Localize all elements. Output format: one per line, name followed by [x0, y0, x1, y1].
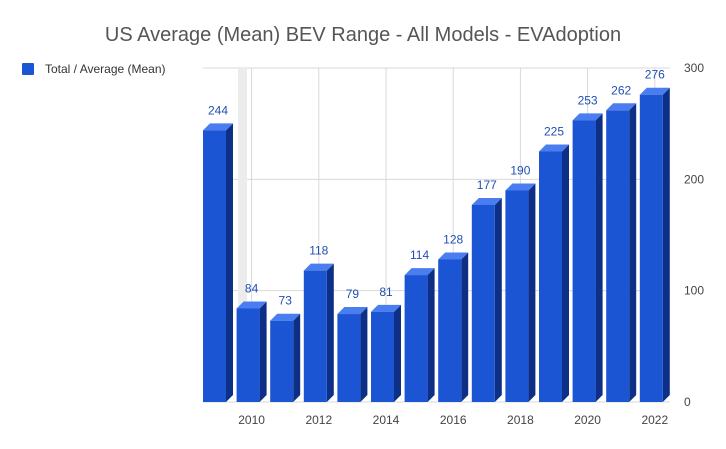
- data-label: 177: [477, 178, 497, 192]
- y-tick-label: 300: [684, 61, 704, 75]
- bar: [303, 263, 334, 402]
- bar-top: [404, 268, 435, 276]
- x-tick-label: 2020: [574, 413, 601, 427]
- bar: [203, 123, 233, 402]
- bar-top: [270, 313, 301, 321]
- x-tick-label: 2010: [238, 413, 265, 427]
- background-band: [238, 68, 247, 402]
- bar-side: [326, 263, 334, 402]
- data-label: 84: [245, 281, 259, 295]
- x-tick-label: 2012: [305, 413, 332, 427]
- bar-side: [293, 313, 301, 402]
- x-tick-label: 2018: [507, 413, 534, 427]
- bar-front: [303, 270, 327, 402]
- bar: [606, 103, 637, 402]
- bar-top: [303, 263, 334, 271]
- bar-side: [226, 123, 233, 402]
- bar-top: [572, 113, 603, 121]
- bar: [337, 307, 368, 402]
- bar-front: [572, 120, 596, 403]
- bar-side: [259, 301, 267, 402]
- bar-top: [236, 301, 267, 309]
- data-label: 81: [379, 285, 393, 299]
- bar: [438, 252, 469, 402]
- y-tick-label: 100: [684, 284, 704, 298]
- bar-top: [371, 304, 401, 312]
- bar-top: [438, 252, 469, 260]
- bar-front: [404, 275, 428, 402]
- bar: [539, 144, 569, 402]
- bar-side: [528, 183, 536, 402]
- bar: [505, 183, 536, 402]
- x-tick-label: 2022: [641, 413, 668, 427]
- bar-side: [360, 307, 368, 402]
- bar-front: [236, 308, 260, 402]
- data-label: 262: [611, 83, 631, 97]
- axes: 0 100 200 300 2010 2012 2014 2016 2018 2020 2022: [238, 61, 704, 427]
- bar: [371, 304, 401, 402]
- bar-front: [639, 94, 663, 402]
- bar-front: [203, 130, 226, 402]
- x-tick-label: 2016: [440, 413, 467, 427]
- data-label: 114: [410, 248, 429, 262]
- bar: [270, 313, 301, 402]
- x-tick-label: 2014: [373, 413, 400, 427]
- data-label: 225: [544, 125, 564, 139]
- y-tick-label: 0: [684, 395, 691, 409]
- bar-side: [461, 252, 469, 402]
- bar: [404, 268, 435, 402]
- bar-top: [505, 183, 536, 191]
- bar-top: [606, 103, 637, 111]
- data-label: 73: [279, 294, 293, 308]
- bars: [203, 87, 670, 403]
- data-label: 79: [346, 287, 360, 301]
- bar-top: [337, 307, 368, 315]
- data-label: 190: [510, 163, 530, 177]
- bar-side: [562, 144, 569, 402]
- bar-side: [427, 268, 435, 402]
- data-label: 244: [208, 103, 228, 117]
- bar-front: [471, 204, 495, 402]
- data-label: 118: [309, 244, 328, 258]
- bar-side: [595, 113, 603, 403]
- bar-top: [471, 197, 502, 205]
- bar-side: [394, 304, 401, 402]
- bar: [236, 301, 267, 402]
- bar-side: [662, 87, 670, 402]
- bar: [639, 87, 670, 402]
- bar-front: [505, 190, 529, 402]
- y-tick-label: 200: [684, 172, 704, 186]
- data-labels: 244 84 73 118 79 81 114 128 177 190 225 253 262 276: [208, 68, 665, 308]
- legend: Total / Average (Mean): [22, 62, 166, 76]
- data-label: 276: [645, 68, 665, 82]
- legend-label: Total / Average (Mean): [45, 62, 166, 76]
- bar-front: [606, 110, 630, 402]
- bar-side: [494, 197, 502, 402]
- data-label: 128: [443, 232, 463, 246]
- bar-top: [639, 87, 670, 95]
- bar-front: [438, 259, 462, 402]
- bar-top: [203, 123, 233, 131]
- chart-title: US Average (Mean) BEV Range - All Models…: [105, 24, 621, 46]
- bar-side: [629, 103, 637, 402]
- bar-front: [371, 311, 394, 402]
- bar-front: [270, 320, 294, 402]
- bar: [572, 113, 603, 403]
- data-label: 253: [578, 93, 598, 107]
- bar: [471, 197, 502, 402]
- bar-front: [337, 314, 361, 402]
- bar-front: [539, 151, 562, 402]
- bar-top: [539, 144, 569, 152]
- legend-swatch: [22, 63, 34, 75]
